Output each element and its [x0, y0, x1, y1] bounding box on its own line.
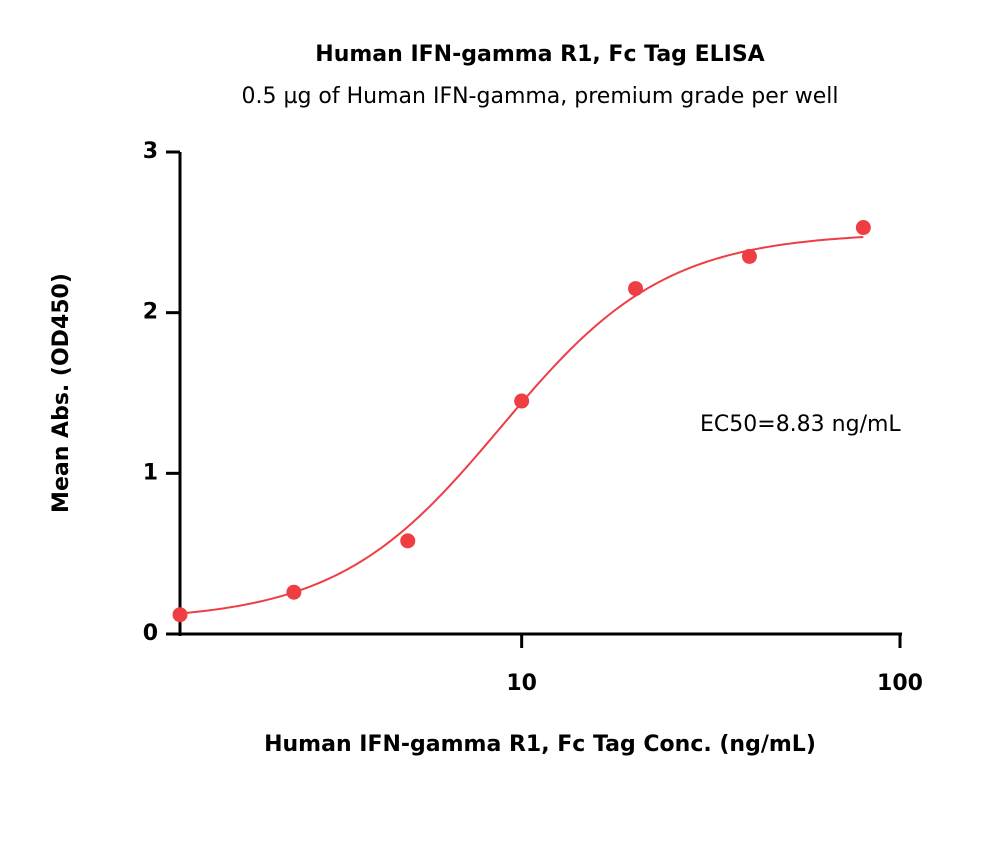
y-axis-label: Mean Abs. (OD450): [49, 273, 74, 513]
x-tick-label: 100: [877, 671, 923, 696]
data-point: [400, 533, 416, 549]
data-point: [628, 281, 644, 297]
y-tick-label: 3: [143, 139, 158, 164]
annotation: EC50=8.83 ng/mL: [700, 412, 901, 437]
y-tick-label: 0: [143, 621, 158, 646]
x-axis-label: Human IFN-gamma R1, Fc Tag Conc. (ng/mL): [264, 732, 816, 757]
y-tick-label: 1: [143, 460, 158, 485]
y-tick-label: 2: [143, 300, 158, 325]
data-point: [514, 393, 530, 409]
x-tick-label: 10: [506, 671, 537, 696]
data-point: [855, 220, 871, 236]
chart-subtitle: 0.5 µg of Human IFN-gamma, premium grade…: [241, 84, 838, 109]
data-point: [741, 248, 757, 264]
data-point: [172, 607, 188, 623]
chart-title: Human IFN-gamma R1, Fc Tag ELISA: [315, 42, 764, 67]
data-point: [286, 584, 302, 600]
